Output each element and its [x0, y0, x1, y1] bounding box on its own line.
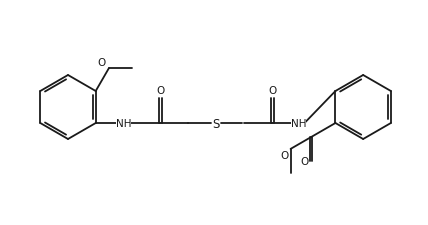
Text: O: O — [280, 150, 288, 160]
Text: S: S — [213, 117, 220, 130]
Text: O: O — [98, 58, 106, 68]
Text: O: O — [156, 86, 164, 95]
Text: NH: NH — [116, 119, 131, 128]
Text: O: O — [268, 86, 276, 95]
Text: NH: NH — [291, 119, 306, 128]
Text: O: O — [300, 156, 308, 166]
